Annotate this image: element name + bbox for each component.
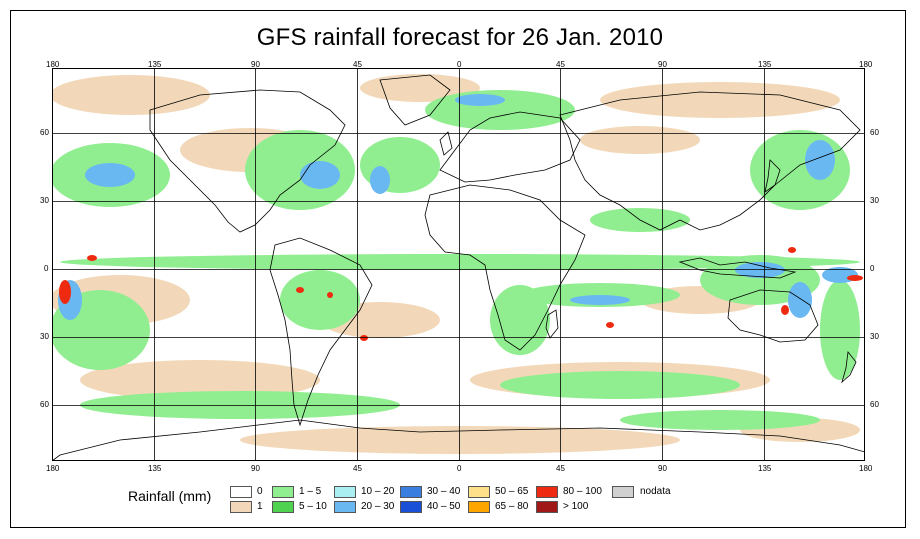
lat-tick-right: 30 xyxy=(870,332,879,341)
lon-tick-top: 45 xyxy=(353,60,362,69)
uk-outline xyxy=(439,131,453,156)
legend-label: 20 – 30 xyxy=(361,501,395,512)
legend-swatch xyxy=(334,486,356,498)
map-border xyxy=(52,68,865,461)
south-america-outline xyxy=(269,237,373,427)
legend-label: nodata xyxy=(640,486,671,497)
legend-swatch xyxy=(272,501,294,513)
legend-swatch xyxy=(400,486,422,498)
australia-outline xyxy=(727,289,819,343)
lon-tick-top: 180 xyxy=(859,60,873,69)
figure-frame xyxy=(10,10,906,528)
legend-label: 80 – 100 xyxy=(563,486,602,497)
legend-label: 0 xyxy=(257,486,263,497)
legend-label: 40 – 50 xyxy=(427,501,461,512)
legend-swatch xyxy=(230,501,252,513)
lat-tick-right: 0 xyxy=(870,264,875,273)
lon-tick-top: 135 xyxy=(758,60,772,69)
lon-tick-top: 90 xyxy=(658,60,667,69)
legend-swatch xyxy=(230,486,252,498)
lon-tick-top: 90 xyxy=(251,60,260,69)
lat-tick-left: 60 xyxy=(40,400,49,409)
legend-label: 50 – 65 xyxy=(495,486,529,497)
legend-label: 5 – 10 xyxy=(299,501,327,512)
europe-outline xyxy=(439,111,581,183)
north-america-outline xyxy=(149,89,346,233)
lat-tick-left: 60 xyxy=(40,128,49,137)
legend-label: 10 – 20 xyxy=(361,486,395,497)
lon-tick-bottom: 90 xyxy=(658,464,667,473)
lon-tick-top: 135 xyxy=(148,60,162,69)
japan-outline xyxy=(764,159,781,193)
legend-label: > 100 xyxy=(563,501,589,512)
rainfall-field xyxy=(52,68,865,461)
legend-swatch xyxy=(272,486,294,498)
lon-tick-bottom: 180 xyxy=(46,464,60,473)
asia-outline xyxy=(559,91,861,231)
lon-tick-top: 180 xyxy=(46,60,60,69)
legend-swatch xyxy=(468,501,490,513)
legend-swatch xyxy=(536,486,558,498)
legend-label: 30 – 40 xyxy=(427,486,461,497)
lon-tick-top: 45 xyxy=(556,60,565,69)
lon-tick-top: 0 xyxy=(457,60,462,69)
lat-tick-right: 30 xyxy=(870,196,879,205)
coastlines xyxy=(52,74,865,461)
legend-swatch xyxy=(612,486,634,498)
lon-tick-bottom: 90 xyxy=(251,464,260,473)
lon-tick-bottom: 135 xyxy=(148,464,162,473)
africa-outline xyxy=(424,184,586,351)
legend-title: Rainfall (mm) xyxy=(128,488,212,504)
lon-tick-bottom: 135 xyxy=(758,464,772,473)
legend-swatch xyxy=(536,501,558,513)
greenland-outline xyxy=(379,74,451,126)
map-title: GFS rainfall forecast for 26 Jan. 2010 xyxy=(256,24,664,51)
madagascar-outline xyxy=(545,309,559,339)
lat-tick-right: 60 xyxy=(870,400,879,409)
indonesia-outline xyxy=(678,257,797,279)
lon-tick-bottom: 45 xyxy=(353,464,362,473)
legend-label: 65 – 80 xyxy=(495,501,529,512)
lon-tick-bottom: 180 xyxy=(859,464,873,473)
graticule xyxy=(52,68,865,461)
lon-tick-bottom: 45 xyxy=(556,464,565,473)
legend-label: 1 xyxy=(257,501,263,512)
legend-swatch xyxy=(400,501,422,513)
antarctica-outline xyxy=(52,419,865,461)
lon-tick-bottom: 0 xyxy=(457,464,462,473)
lat-tick-left: 30 xyxy=(40,196,49,205)
legend-swatch xyxy=(334,501,356,513)
lat-tick-right: 60 xyxy=(870,128,879,137)
legend-swatch xyxy=(468,486,490,498)
lat-tick-left: 0 xyxy=(44,264,49,273)
rain-80mm-plus-areas xyxy=(59,247,863,341)
lat-tick-left: 30 xyxy=(40,332,49,341)
legend-label: 1 – 5 xyxy=(299,486,322,497)
new-zealand-outline xyxy=(841,351,857,384)
